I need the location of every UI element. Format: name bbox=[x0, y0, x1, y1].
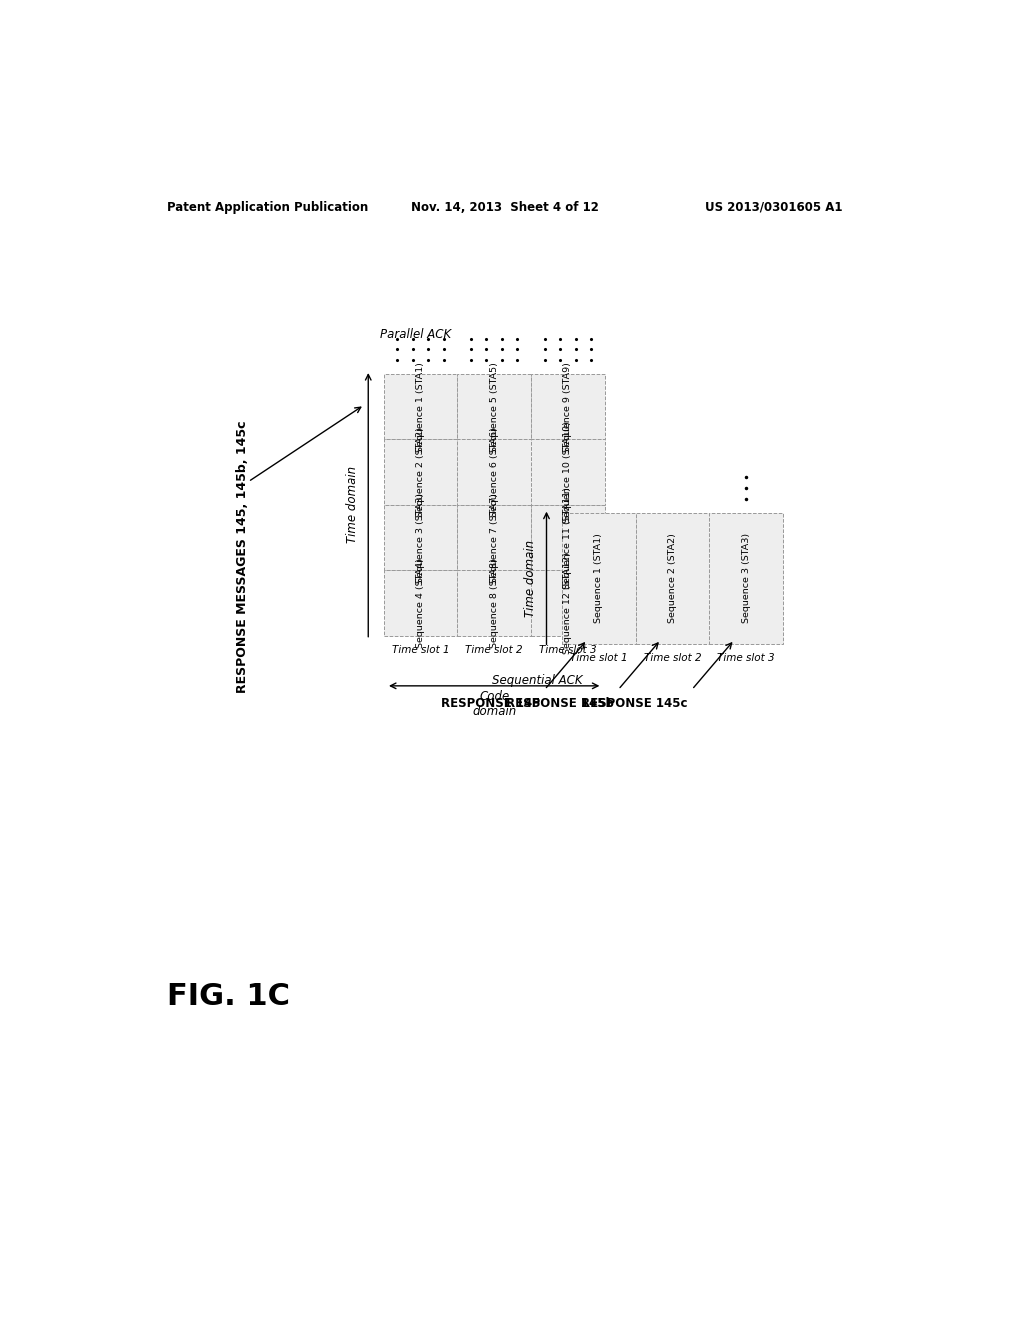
Text: Sequence 4 (STA4): Sequence 4 (STA4) bbox=[416, 558, 425, 648]
Bar bbox=[531, 440, 604, 506]
Text: Sequence 9 (STA9): Sequence 9 (STA9) bbox=[563, 362, 572, 451]
Bar bbox=[562, 512, 636, 644]
Bar bbox=[458, 506, 531, 570]
Bar bbox=[384, 374, 458, 440]
Bar bbox=[384, 440, 458, 506]
Text: Time domain: Time domain bbox=[346, 466, 359, 544]
Text: Sequential ACK: Sequential ACK bbox=[493, 675, 583, 688]
Bar bbox=[458, 570, 531, 636]
Text: Sequence 3 (STA3): Sequence 3 (STA3) bbox=[741, 533, 751, 623]
Text: Code
domain: Code domain bbox=[472, 689, 516, 718]
Text: Sequence 8 (STA8): Sequence 8 (STA8) bbox=[489, 558, 499, 648]
Text: Nov. 14, 2013  Sheet 4 of 12: Nov. 14, 2013 Sheet 4 of 12 bbox=[411, 201, 599, 214]
Text: Time slot 3: Time slot 3 bbox=[539, 645, 597, 655]
Text: Sequence 5 (STA5): Sequence 5 (STA5) bbox=[489, 362, 499, 451]
Bar bbox=[710, 512, 783, 644]
Bar bbox=[384, 570, 458, 636]
Bar bbox=[384, 506, 458, 570]
Text: Time slot 3: Time slot 3 bbox=[717, 653, 775, 663]
Text: US 2013/0301605 A1: US 2013/0301605 A1 bbox=[706, 201, 843, 214]
Bar bbox=[531, 374, 604, 440]
Text: Time slot 2: Time slot 2 bbox=[465, 645, 523, 655]
Text: RESPONSE MESSAGES 145, 145b, 145c: RESPONSE MESSAGES 145, 145b, 145c bbox=[237, 420, 250, 693]
Text: Time slot 2: Time slot 2 bbox=[644, 653, 701, 663]
Text: RESPONSE 145b: RESPONSE 145b bbox=[507, 697, 614, 710]
Text: Parallel ACK: Parallel ACK bbox=[380, 327, 452, 341]
Text: Sequence 1 (STA1): Sequence 1 (STA1) bbox=[594, 533, 603, 623]
Text: Sequence 1 (STA1): Sequence 1 (STA1) bbox=[416, 362, 425, 451]
Text: Sequence 6 (STA6): Sequence 6 (STA6) bbox=[489, 428, 499, 517]
Text: Patent Application Publication: Patent Application Publication bbox=[167, 201, 368, 214]
Bar bbox=[636, 512, 710, 644]
Text: Sequence 7 (STA7): Sequence 7 (STA7) bbox=[489, 492, 499, 582]
Text: Sequence 10 (STA10): Sequence 10 (STA10) bbox=[563, 421, 572, 523]
Text: RESPONSE 145c: RESPONSE 145c bbox=[582, 697, 688, 710]
Bar bbox=[458, 440, 531, 506]
Text: Sequence 2 (STA2): Sequence 2 (STA2) bbox=[668, 533, 677, 623]
Text: RESPONSE 145: RESPONSE 145 bbox=[441, 697, 541, 710]
Bar bbox=[458, 374, 531, 440]
Text: Time slot 1: Time slot 1 bbox=[392, 645, 450, 655]
Text: FIG. 1C: FIG. 1C bbox=[167, 982, 290, 1011]
Bar bbox=[531, 506, 604, 570]
Text: Sequence 2 (STA2): Sequence 2 (STA2) bbox=[416, 428, 425, 517]
Text: Time slot 1: Time slot 1 bbox=[570, 653, 628, 663]
Text: Sequence 11 (STA11): Sequence 11 (STA11) bbox=[563, 487, 572, 589]
Text: Sequence 12 (STA12): Sequence 12 (STA12) bbox=[563, 552, 572, 653]
Bar bbox=[531, 570, 604, 636]
Text: Sequence 3 (STA3): Sequence 3 (STA3) bbox=[416, 492, 425, 582]
Text: Time domain: Time domain bbox=[524, 540, 538, 616]
